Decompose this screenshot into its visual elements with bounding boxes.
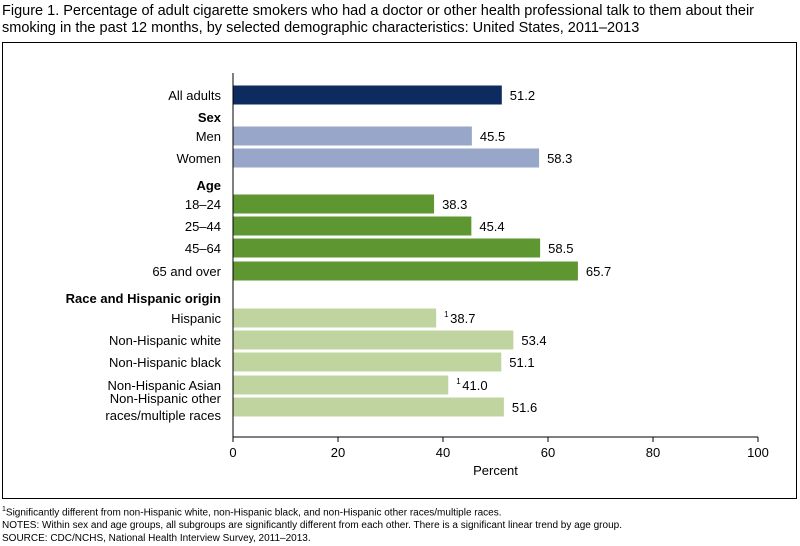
footnote-marker: 1 xyxy=(444,310,449,319)
category-label: races/multiple races xyxy=(105,408,221,423)
x-tick-label: 0 xyxy=(229,445,236,460)
bar xyxy=(233,216,472,236)
bar xyxy=(233,194,435,214)
value-label: 51.6 xyxy=(512,400,537,415)
value-label: 53.4 xyxy=(521,333,546,348)
x-tick-label: 100 xyxy=(747,445,769,460)
bar xyxy=(233,148,540,168)
bar-chart: Sex Age Race and Hispanic origin All adults… xyxy=(66,73,769,478)
category-label: Non-Hispanic other xyxy=(110,391,222,406)
footnote-marker: 1 xyxy=(456,377,461,386)
x-axis-title: Percent xyxy=(473,463,518,478)
category-label: All adults xyxy=(168,88,221,103)
bar xyxy=(233,330,514,350)
x-tick-label: 80 xyxy=(646,445,660,460)
category-label: Non-Hispanic white xyxy=(109,333,221,348)
category-label: Men xyxy=(196,129,221,144)
chart-frame: Sex Age Race and Hispanic origin All adults… xyxy=(2,42,797,499)
category-label: Hispanic xyxy=(171,311,221,326)
notes-line: NOTES: Within sex and age groups, all su… xyxy=(2,520,622,532)
category-label: Women xyxy=(176,151,221,166)
footnote-text: Significantly different from non-Hispani… xyxy=(5,507,502,519)
source-line: SOURCE: CDC/NCHS, National Health Interv… xyxy=(2,533,311,545)
category-label: 25–44 xyxy=(185,219,221,234)
value-label: 51.1 xyxy=(509,355,534,370)
value-label: 58.3 xyxy=(547,151,572,166)
figure-notes: 1Significantly different from non-Hispan… xyxy=(2,503,798,545)
x-tick-label: 40 xyxy=(436,445,450,460)
value-label: 45.4 xyxy=(479,219,504,234)
value-label: 38.7 xyxy=(450,311,475,326)
footnote-mark: 1 xyxy=(2,506,6,513)
value-label: 51.2 xyxy=(510,88,535,103)
value-label: 41.0 xyxy=(462,378,487,393)
x-tick-label: 60 xyxy=(541,445,555,460)
group-header: Sex xyxy=(198,110,222,125)
bar xyxy=(233,397,504,417)
category-label: Non-Hispanic Asian xyxy=(108,378,221,393)
value-label: 38.3 xyxy=(442,197,467,212)
bar xyxy=(233,308,437,328)
bar xyxy=(233,261,578,281)
category-label: 45–64 xyxy=(185,241,221,256)
bar xyxy=(233,375,449,395)
bar xyxy=(233,126,472,146)
category-label: 65 and over xyxy=(152,264,221,279)
group-header: Age xyxy=(196,178,221,193)
value-label: 58.5 xyxy=(548,241,573,256)
category-label: 18–24 xyxy=(185,197,221,212)
footnote: 1Significantly different from non-Hispan… xyxy=(2,503,798,519)
bar xyxy=(233,238,541,258)
bar xyxy=(233,85,502,105)
x-tick-label: 20 xyxy=(331,445,345,460)
value-label: 65.7 xyxy=(586,264,611,279)
group-header: Race and Hispanic origin xyxy=(66,291,221,306)
category-label: Non-Hispanic black xyxy=(109,355,221,370)
figure-title: Figure 1. Percentage of adult cigarette … xyxy=(2,3,755,36)
bar xyxy=(233,352,502,372)
value-label: 45.5 xyxy=(480,129,505,144)
